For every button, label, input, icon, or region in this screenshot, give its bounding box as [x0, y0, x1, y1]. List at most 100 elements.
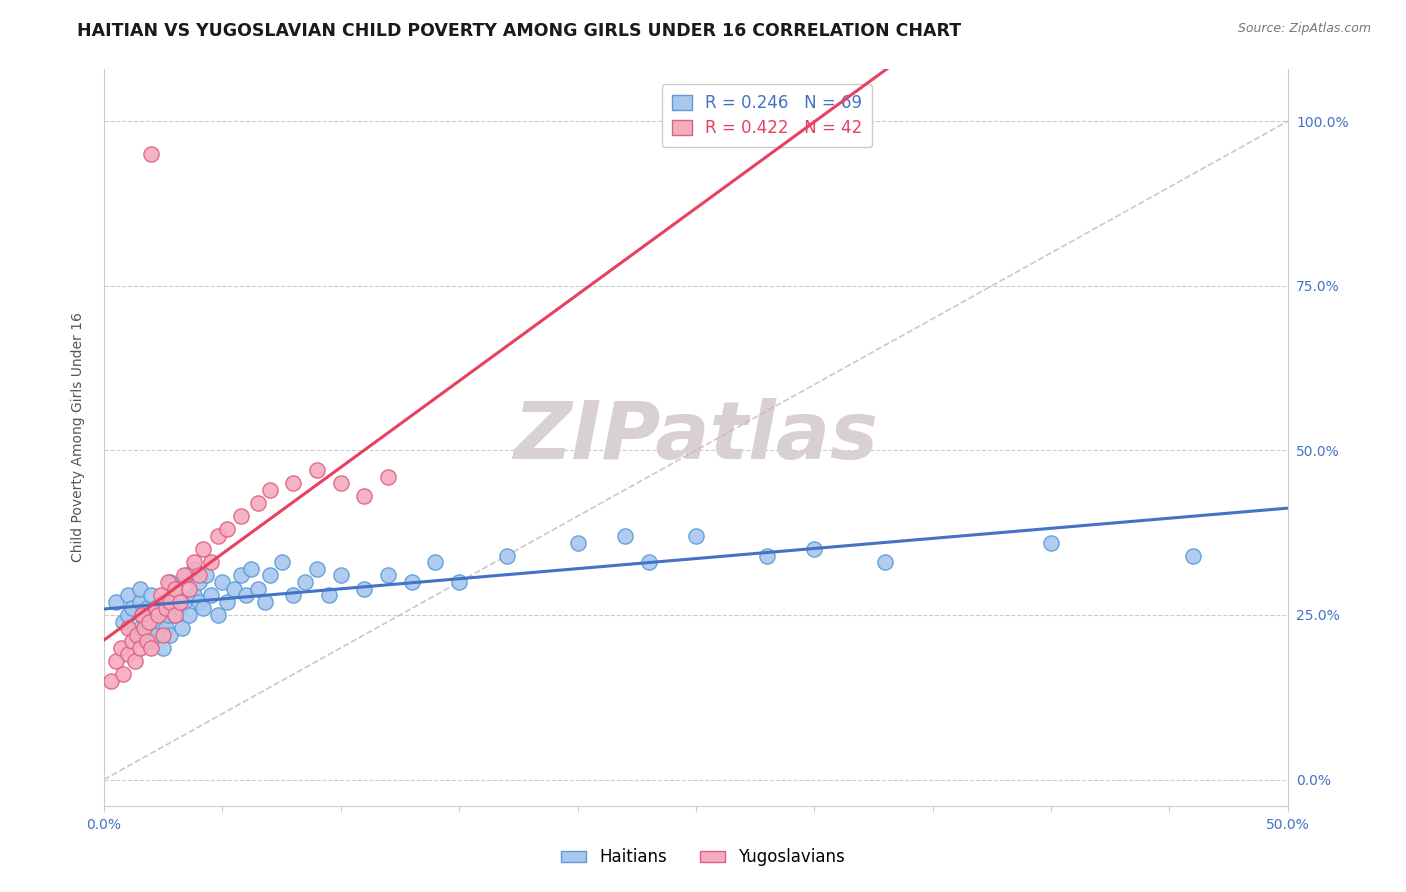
Point	[187, 575, 209, 590]
Point	[173, 595, 195, 609]
Point	[104, 654, 127, 668]
Point	[121, 601, 143, 615]
Point	[187, 595, 209, 609]
Point	[270, 555, 292, 569]
Point	[131, 607, 153, 622]
Point	[283, 588, 305, 602]
Point	[200, 555, 222, 569]
Point	[138, 615, 160, 629]
Point	[152, 595, 174, 609]
Y-axis label: Child Poverty Among Girls Under 16: Child Poverty Among Girls Under 16	[72, 312, 86, 562]
Point	[117, 588, 139, 602]
Point	[145, 601, 167, 615]
Point	[283, 476, 305, 491]
Point	[183, 562, 205, 576]
Point	[152, 640, 174, 655]
Point	[156, 575, 179, 590]
Text: Source: ZipAtlas.com: Source: ZipAtlas.com	[1237, 22, 1371, 36]
Point	[152, 628, 174, 642]
Point	[117, 621, 139, 635]
Point	[159, 575, 181, 590]
Legend: R = 0.246   N = 69, R = 0.422   N = 42: R = 0.246 N = 69, R = 0.422 N = 42	[662, 84, 872, 147]
Point	[163, 607, 186, 622]
Point	[145, 628, 167, 642]
Point	[155, 621, 177, 635]
Point	[239, 562, 262, 576]
Point	[111, 667, 134, 681]
Point	[637, 555, 659, 569]
Point	[155, 601, 177, 615]
Point	[207, 607, 229, 622]
Point	[128, 640, 150, 655]
Point	[329, 568, 352, 582]
Point	[685, 529, 707, 543]
Point	[127, 628, 149, 642]
Point	[159, 628, 181, 642]
Point	[567, 535, 589, 549]
Point	[104, 595, 127, 609]
Point	[193, 542, 215, 557]
Point	[253, 595, 276, 609]
Text: HAITIAN VS YUGOSLAVIAN CHILD POVERTY AMONG GIRLS UNDER 16 CORRELATION CHART: HAITIAN VS YUGOSLAVIAN CHILD POVERTY AMO…	[77, 22, 962, 40]
Point	[803, 542, 825, 557]
Point	[145, 601, 167, 615]
Point	[128, 595, 150, 609]
Point	[110, 640, 132, 655]
Point	[124, 628, 146, 642]
Point	[149, 588, 172, 602]
Point	[128, 582, 150, 596]
Point	[200, 588, 222, 602]
Point	[194, 568, 217, 582]
Point	[353, 490, 375, 504]
Point	[124, 654, 146, 668]
Point	[141, 615, 163, 629]
Point	[141, 588, 163, 602]
Point	[246, 582, 269, 596]
Point	[179, 607, 201, 622]
Point	[135, 601, 157, 615]
Point	[231, 509, 253, 524]
Point	[755, 549, 778, 563]
Point	[231, 568, 253, 582]
Point	[173, 568, 195, 582]
Point	[235, 588, 257, 602]
Point	[163, 582, 186, 596]
Point	[100, 673, 122, 688]
Point	[172, 621, 194, 635]
Point	[307, 562, 329, 576]
Point	[259, 483, 281, 497]
Point	[318, 588, 340, 602]
Point	[1182, 549, 1205, 563]
Point	[135, 634, 157, 648]
Point	[169, 601, 191, 615]
Point	[148, 607, 170, 622]
Point	[141, 634, 163, 648]
Point	[224, 582, 246, 596]
Point	[163, 607, 186, 622]
Point	[117, 607, 139, 622]
Point	[159, 595, 181, 609]
Legend: Haitians, Yugoslavians: Haitians, Yugoslavians	[554, 842, 852, 873]
Point	[163, 582, 186, 596]
Point	[169, 595, 191, 609]
Point	[217, 522, 239, 536]
Text: ZIPatlas: ZIPatlas	[513, 398, 879, 476]
Point	[449, 575, 471, 590]
Point	[193, 601, 215, 615]
Point	[156, 607, 179, 622]
Point	[179, 582, 201, 596]
Point	[207, 529, 229, 543]
Point	[183, 555, 205, 569]
Point	[613, 529, 636, 543]
Point	[111, 615, 134, 629]
Point	[246, 496, 269, 510]
Point	[329, 476, 352, 491]
Point	[294, 575, 316, 590]
Point	[117, 648, 139, 662]
Point	[176, 568, 198, 582]
Point	[259, 568, 281, 582]
Point	[141, 147, 163, 161]
Point	[187, 568, 209, 582]
Point	[307, 463, 329, 477]
Point	[495, 549, 517, 563]
